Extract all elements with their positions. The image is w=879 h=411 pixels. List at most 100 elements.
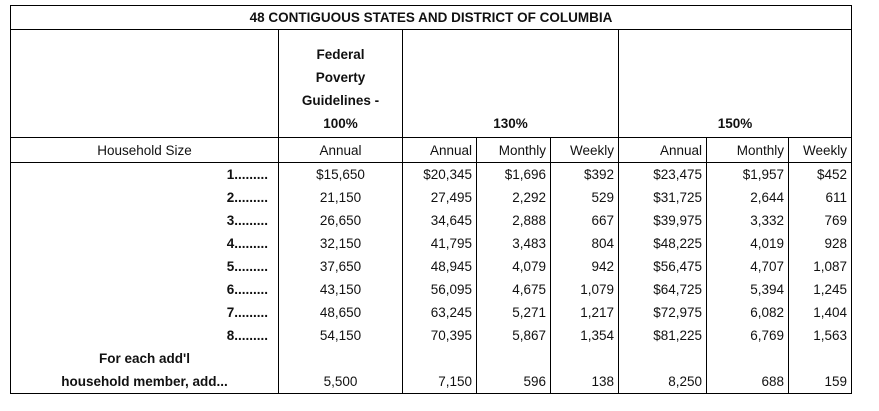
title-row: 48 CONTIGUOUS STATES AND DISTRICT OF COL… <box>9 5 853 30</box>
p150-annual-cell: $39,975 <box>618 209 707 232</box>
p130-annual-cell: 41,795 <box>402 232 477 255</box>
household-size-cell: 6......... <box>10 278 279 301</box>
p130-annual-cell: 48,945 <box>402 255 477 278</box>
p130-weekly-cell: 942 <box>550 255 619 278</box>
p130-monthly-cell: 5,867 <box>476 324 551 347</box>
household-size-cell: 5......... <box>10 255 279 278</box>
p130-annual-cell: 70,395 <box>402 324 477 347</box>
p130-monthly-cell: 2,888 <box>476 209 551 232</box>
table-row: 5......... 37,650 48,945 4,079 942 $56,475 4,7… <box>10 255 853 278</box>
p130-weekly-cell: 804 <box>550 232 619 255</box>
additional-p150-weekly: 159 <box>788 347 853 394</box>
p130-monthly-cell: 3,483 <box>476 232 551 255</box>
p130-monthly-cell: 4,675 <box>476 278 551 301</box>
p130-annual-cell: $20,345 <box>402 162 477 186</box>
p150-monthly-cell: 2,644 <box>706 186 789 209</box>
additional-p130-weekly: 138 <box>550 347 619 394</box>
poverty-guidelines-table: 48 CONTIGUOUS STATES AND DISTRICT OF COL… <box>9 5 853 394</box>
p130-annual-header: Annual <box>402 137 477 163</box>
household-size-cell: 3......... <box>10 209 279 232</box>
p130-monthly-cell: 4,079 <box>476 255 551 278</box>
additional-label-line: For each add'l <box>99 351 190 366</box>
fpg-annual-cell: 21,150 <box>278 186 403 209</box>
p130-weekly-cell: 529 <box>550 186 619 209</box>
p150-weekly-header: Weekly <box>788 137 853 163</box>
subheader-row: Household Size Annual Annual Monthly Wee… <box>10 137 853 163</box>
p150-weekly-cell: 1,245 <box>788 278 853 301</box>
p130-monthly-cell: $1,696 <box>476 162 551 186</box>
household-size-cell: 4......... <box>10 232 279 255</box>
table-row: 6......... 43,150 56,095 4,675 1,079 $64,725 5… <box>10 278 853 301</box>
group-header-130: 130% <box>402 29 619 138</box>
p150-annual-cell: $23,475 <box>618 162 707 186</box>
p150-monthly-cell: $1,957 <box>706 162 789 186</box>
p130-weekly-cell: $392 <box>550 162 619 186</box>
additional-fpg: 5,500 <box>278 347 403 394</box>
p130-weekly-cell: 1,079 <box>550 278 619 301</box>
fpg-header-line: Federal <box>316 47 365 62</box>
fpg-header: Federal Poverty Guidelines - 100% <box>278 29 403 138</box>
table-row: 1......... $15,650 $20,345 $1,696 $392 $23,47… <box>10 162 853 186</box>
table-row: 8......... 54,150 70,395 5,867 1,354 $81,225 6… <box>10 324 853 347</box>
p150-annual-cell: $64,725 <box>618 278 707 301</box>
p150-monthly-cell: 5,394 <box>706 278 789 301</box>
additional-p130-monthly: 596 <box>476 347 551 394</box>
p150-monthly-cell: 3,332 <box>706 209 789 232</box>
fpg-annual-cell: 43,150 <box>278 278 403 301</box>
household-size-cell: 8......... <box>10 324 279 347</box>
p150-monthly-cell: 6,769 <box>706 324 789 347</box>
p130-annual-cell: 34,645 <box>402 209 477 232</box>
table-body: 1......... $15,650 $20,345 $1,696 $392 $23,47… <box>10 162 853 347</box>
additional-p150-annual: 8,250 <box>618 347 707 394</box>
p130-monthly-cell: 2,292 <box>476 186 551 209</box>
p130-weekly-cell: 667 <box>550 209 619 232</box>
table-row: 4......... 32,150 41,795 3,483 804 $48,225 4,0… <box>10 232 853 255</box>
household-size-header: Household Size <box>10 137 279 163</box>
p150-annual-cell: $56,475 <box>618 255 707 278</box>
p130-weekly-cell: 1,217 <box>550 301 619 324</box>
p130-weekly-cell: 1,354 <box>550 324 619 347</box>
p150-annual-cell: $72,975 <box>618 301 707 324</box>
fpg-header-line: 100% <box>323 116 358 131</box>
fpg-annual-header: Annual <box>278 137 403 163</box>
table-row: 3......... 26,650 34,645 2,888 667 $39,975 3,3… <box>10 209 853 232</box>
additional-p150-monthly: 688 <box>706 347 789 394</box>
group-header-row: Federal Poverty Guidelines - 100% 130% 1… <box>10 29 853 138</box>
p130-monthly-cell: 5,271 <box>476 301 551 324</box>
fpg-annual-cell: 32,150 <box>278 232 403 255</box>
p130-annual-cell: 27,495 <box>402 186 477 209</box>
p150-monthly-cell: 4,707 <box>706 255 789 278</box>
p130-weekly-header: Weekly <box>550 137 619 163</box>
fpg-header-line: Poverty <box>315 70 366 85</box>
fpg-annual-cell: 26,650 <box>278 209 403 232</box>
household-size-cell: 1......... <box>10 162 279 186</box>
p150-weekly-cell: 769 <box>788 209 853 232</box>
p150-weekly-cell: 1,404 <box>788 301 853 324</box>
additional-member-label: For each add'l household member, add... <box>10 347 279 394</box>
fpg-header-line: Guidelines - <box>301 93 380 108</box>
p130-annual-cell: 63,245 <box>402 301 477 324</box>
additional-member-row: For each add'l household member, add... … <box>10 347 853 394</box>
p150-weekly-cell: 611 <box>788 186 853 209</box>
p150-weekly-cell: 1,087 <box>788 255 853 278</box>
p150-annual-cell: $31,725 <box>618 186 707 209</box>
group-header-150: 150% <box>618 29 853 138</box>
blank-header-cell <box>10 29 279 138</box>
p130-monthly-header: Monthly <box>476 137 551 163</box>
fpg-annual-cell: 48,650 <box>278 301 403 324</box>
additional-p130-annual: 7,150 <box>402 347 477 394</box>
household-size-cell: 2......... <box>10 186 279 209</box>
p150-weekly-cell: 1,563 <box>788 324 853 347</box>
table-title: 48 CONTIGUOUS STATES AND DISTRICT OF COL… <box>9 5 853 30</box>
additional-label-line: household member, add... <box>61 374 228 389</box>
p130-annual-cell: 56,095 <box>402 278 477 301</box>
p150-monthly-cell: 4,019 <box>706 232 789 255</box>
fpg-annual-cell: 37,650 <box>278 255 403 278</box>
p150-monthly-header: Monthly <box>706 137 789 163</box>
fpg-annual-cell: $15,650 <box>278 162 403 186</box>
household-size-cell: 7......... <box>10 301 279 324</box>
p150-annual-cell: $81,225 <box>618 324 707 347</box>
p150-weekly-cell: $452 <box>788 162 853 186</box>
table-row: 2......... 21,150 27,495 2,292 529 $31,725 2,6… <box>10 186 853 209</box>
p150-annual-header: Annual <box>618 137 707 163</box>
